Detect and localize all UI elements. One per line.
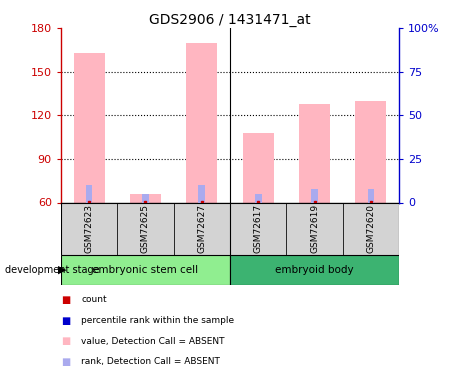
Text: GSM72623: GSM72623 [85, 204, 93, 253]
Text: ■: ■ [61, 336, 70, 346]
Text: count: count [81, 296, 107, 304]
Bar [86, 185, 92, 202]
Text: GSM72625: GSM72625 [141, 204, 150, 253]
Text: ■: ■ [61, 357, 70, 367]
Bar [130, 194, 161, 202]
Text: ■: ■ [61, 316, 70, 326]
Text: rank, Detection Call = ABSENT: rank, Detection Call = ABSENT [81, 357, 220, 366]
Bar [368, 189, 374, 202]
Text: development stage: development stage [5, 265, 99, 275]
Text: GSM72619: GSM72619 [310, 204, 319, 254]
Bar [61, 202, 117, 255]
Bar [174, 202, 230, 255]
Bar [343, 202, 399, 255]
Bar [61, 255, 230, 285]
Text: value, Detection Call = ABSENT: value, Detection Call = ABSENT [81, 337, 225, 346]
Text: embryonic stem cell: embryonic stem cell [92, 265, 198, 275]
Bar [142, 194, 149, 202]
Text: GSM72617: GSM72617 [254, 204, 262, 254]
Bar [117, 202, 174, 255]
Bar [186, 43, 217, 203]
Bar [311, 189, 318, 202]
Bar [74, 53, 105, 202]
Text: GSM72627: GSM72627 [198, 204, 206, 253]
Title: GDS2906 / 1431471_at: GDS2906 / 1431471_at [149, 13, 311, 27]
Text: percentile rank within the sample: percentile rank within the sample [81, 316, 235, 325]
Bar [299, 104, 330, 202]
Bar [286, 202, 343, 255]
Text: ■: ■ [61, 295, 70, 305]
Text: ▶: ▶ [58, 265, 66, 275]
Bar [243, 133, 274, 202]
Text: GSM72620: GSM72620 [367, 204, 375, 253]
Text: embryoid body: embryoid body [275, 265, 354, 275]
Bar [198, 185, 205, 202]
Bar [230, 202, 286, 255]
Bar [255, 194, 262, 202]
Bar [230, 255, 399, 285]
Bar [355, 101, 387, 202]
